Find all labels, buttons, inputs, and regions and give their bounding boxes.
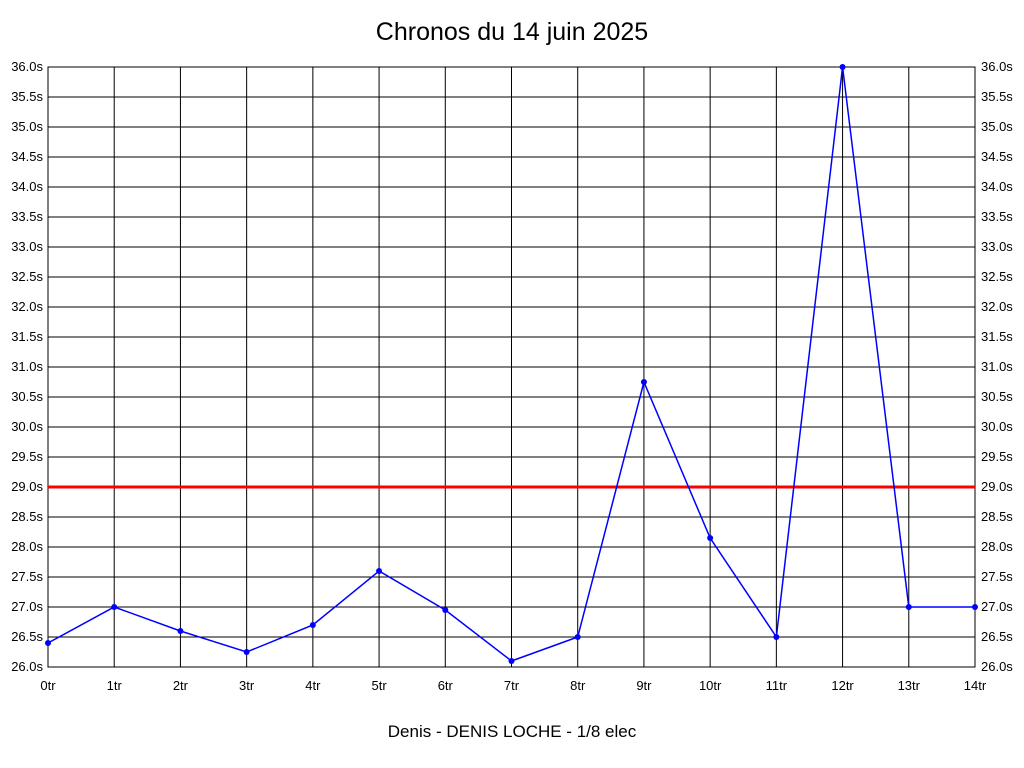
y-tick-label-left: 31.5s — [11, 329, 43, 344]
y-tick-label-right: 35.0s — [981, 119, 1013, 134]
x-tick-label: 3tr — [239, 678, 255, 693]
x-tick-label: 7tr — [504, 678, 520, 693]
x-tick-label: 12tr — [831, 678, 854, 693]
y-tick-label-right: 36.0s — [981, 59, 1013, 74]
x-tick-label: 4tr — [305, 678, 321, 693]
data-point — [640, 379, 647, 385]
x-tick-label: 13tr — [898, 678, 921, 693]
y-tick-label-right: 31.0s — [981, 359, 1013, 374]
y-tick-label-right: 34.0s — [981, 179, 1013, 194]
x-tick-label: 8tr — [570, 678, 586, 693]
y-tick-label-left: 31.0s — [11, 359, 43, 374]
chart-title: Chronos du 14 juin 2025 — [375, 18, 649, 46]
plot-border — [47, 66, 976, 668]
x-tick-label: 6tr — [438, 678, 454, 693]
data-point — [905, 604, 912, 610]
y-tick-label-left: 29.5s — [11, 449, 43, 464]
y-tick-label-left: 32.5s — [11, 269, 43, 284]
y-tick-label-right: 28.0s — [981, 539, 1013, 554]
y-tick-label-left: 33.5s — [11, 209, 43, 224]
y-tick-label-right: 31.5s — [981, 329, 1013, 344]
y-tick-label-left: 35.0s — [11, 119, 43, 134]
x-tick-label: 11tr — [766, 678, 788, 693]
data-point — [574, 634, 581, 640]
y-tick-label-right: 32.0s — [981, 299, 1013, 314]
y-tick-label-right: 27.5s — [981, 569, 1013, 584]
y-tick-label-left: 30.5s — [11, 389, 43, 404]
data-point — [111, 604, 118, 610]
y-tick-label-left: 29.0s — [11, 479, 43, 494]
y-tick-label-right: 28.5s — [981, 509, 1013, 524]
data-point — [243, 649, 250, 655]
x-tick-label: 14tr — [964, 678, 987, 693]
y-tick-label-left: 32.0s — [11, 299, 43, 314]
y-tick-label-left: 33.0s — [11, 239, 43, 254]
y-tick-label-right: 33.5s — [981, 209, 1013, 224]
data-point — [45, 640, 51, 646]
y-tick-label-left: 26.0s — [11, 659, 43, 674]
y-tick-label-right: 33.0s — [981, 239, 1013, 254]
y-tick-label-right: 29.0s — [981, 479, 1013, 494]
y-tick-label-left: 28.5s — [11, 509, 43, 524]
y-tick-label-left: 34.5s — [11, 149, 43, 164]
x-tick-label: 10tr — [699, 678, 722, 693]
data-point — [707, 535, 714, 541]
y-tick-label-right: 30.0s — [981, 419, 1013, 434]
data-point — [508, 658, 515, 664]
y-tick-label-left: 27.0s — [11, 599, 43, 614]
y-tick-label-right: 32.5s — [981, 269, 1013, 284]
y-tick-label-left: 35.5s — [11, 89, 43, 104]
chart-caption: Denis - DENIS LOCHE - 1/8 elec — [387, 722, 637, 741]
y-tick-label-left: 28.0s — [11, 539, 43, 554]
y-tick-label-right: 29.5s — [981, 449, 1013, 464]
x-tick-label: 2tr — [173, 678, 189, 693]
y-tick-label-left: 36.0s — [11, 59, 43, 74]
y-tick-label-right: 35.5s — [981, 89, 1013, 104]
data-point — [442, 607, 449, 613]
x-tick-label: 5tr — [371, 678, 387, 693]
y-tick-label-right: 26.5s — [981, 629, 1013, 644]
data-point — [773, 634, 780, 640]
data-point — [309, 622, 316, 628]
y-tick-label-left: 27.5s — [11, 569, 43, 584]
y-tick-label-left: 26.5s — [11, 629, 43, 644]
x-tick-label: 9tr — [636, 678, 652, 693]
y-tick-label-right: 27.0s — [981, 599, 1013, 614]
data-point — [177, 628, 184, 634]
x-tick-label: 0tr — [40, 678, 56, 693]
y-tick-label-left: 30.0s — [11, 419, 43, 434]
y-tick-label-right: 34.5s — [981, 149, 1013, 164]
x-tick-label: 1tr — [107, 678, 123, 693]
data-point — [839, 64, 846, 70]
y-tick-label-left: 34.0s — [11, 179, 43, 194]
y-tick-label-right: 30.5s — [981, 389, 1013, 404]
y-tick-label-right: 26.0s — [981, 659, 1013, 674]
data-point — [972, 604, 978, 610]
data-point — [376, 568, 383, 574]
